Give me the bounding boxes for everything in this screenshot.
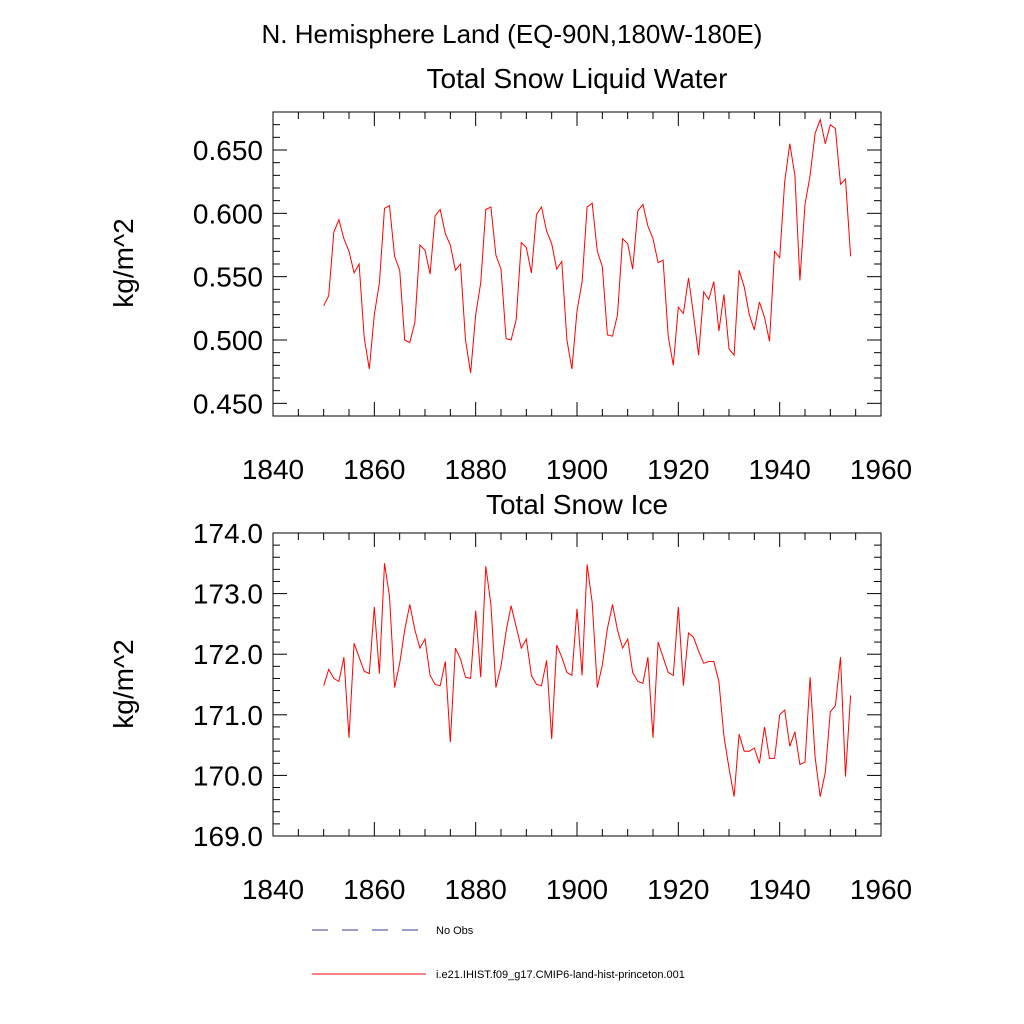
x-tick-label: 1940 xyxy=(749,874,811,905)
y-tick-label: 170.0 xyxy=(193,760,263,791)
tick-labels: 1840 1860 1880 1900 1920 1940 1960 0.450 0.500 0.… xyxy=(193,135,912,485)
data-lines xyxy=(323,563,852,797)
legend: No Obs i.e21.IHIST.f09_g17.CMIP6-land-hi… xyxy=(312,925,685,981)
y-tick-label: 174.0 xyxy=(193,518,263,549)
region-title: N. Hemisphere Land (EQ-90N,180W-180E) xyxy=(262,19,763,49)
x-tick-label: 1920 xyxy=(647,454,709,485)
plot-frame xyxy=(272,111,882,417)
y-tick-label: 169.0 xyxy=(193,821,263,852)
x-tick-label: 1960 xyxy=(850,874,912,905)
y-axis-label: kg/m^2 xyxy=(108,639,139,728)
x-tick-label: 1840 xyxy=(242,874,304,905)
plot-frame xyxy=(272,532,882,837)
data-lines xyxy=(323,117,852,373)
axis-ticks xyxy=(272,532,882,837)
series-line xyxy=(323,563,852,797)
panel-snow-liquid-water: Total Snow Liquid Water kg/m^2 1840 1860 1… xyxy=(108,63,912,485)
x-tick-label: 1920 xyxy=(647,874,709,905)
legend-obs-label: No Obs xyxy=(436,925,474,937)
panel-title: Total Snow Ice xyxy=(486,489,668,520)
x-tick-label: 1900 xyxy=(546,454,608,485)
y-tick-label: 0.450 xyxy=(193,388,263,419)
y-tick-label: 0.550 xyxy=(193,262,263,293)
x-tick-label: 1860 xyxy=(343,874,405,905)
x-tick-label: 1840 xyxy=(242,454,304,485)
legend-model-label: i.e21.IHIST.f09_g17.CMIP6-land-hist-prin… xyxy=(436,969,685,981)
y-tick-label: 171.0 xyxy=(193,700,263,731)
y-axis-label: kg/m^2 xyxy=(108,218,139,307)
x-tick-label: 1860 xyxy=(343,454,405,485)
x-tick-label: 1960 xyxy=(850,454,912,485)
x-tick-label: 1880 xyxy=(445,874,507,905)
y-tick-label: 172.0 xyxy=(193,639,263,670)
x-tick-label: 1880 xyxy=(445,454,507,485)
x-tick-label: 1940 xyxy=(749,454,811,485)
x-tick-label: 1900 xyxy=(546,874,608,905)
y-tick-label: 0.500 xyxy=(193,325,263,356)
tick-labels: 1840 1860 1880 1900 1920 1940 1960 169.0 170.0 17… xyxy=(193,518,912,905)
y-tick-label: 173.0 xyxy=(193,579,263,610)
panel-title: Total Snow Liquid Water xyxy=(427,63,728,94)
series-line xyxy=(323,117,852,373)
axis-ticks xyxy=(272,111,882,417)
panel-snow-ice: Total Snow Ice kg/m^2 1840 1860 1880 1900 19… xyxy=(108,489,912,905)
y-tick-label: 0.650 xyxy=(193,135,263,166)
y-tick-label: 0.600 xyxy=(193,198,263,229)
